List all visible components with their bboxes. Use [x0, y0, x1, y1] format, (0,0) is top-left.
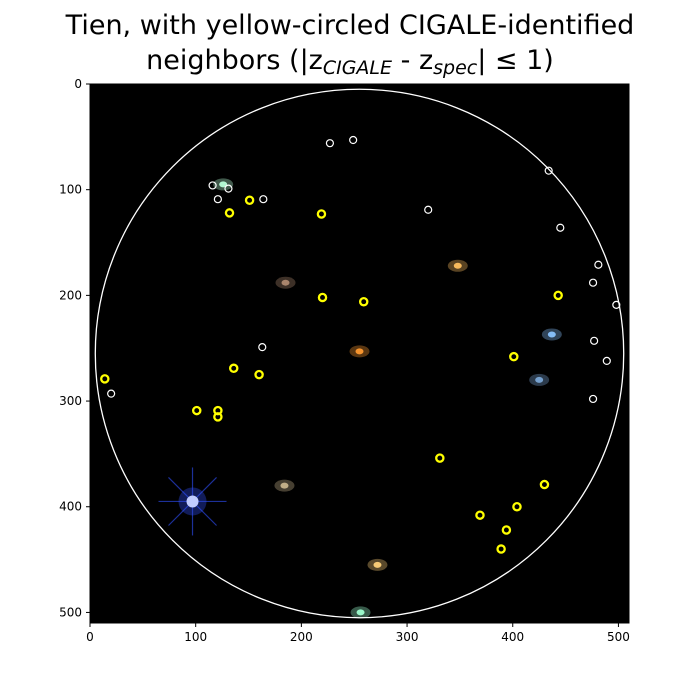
bright-star	[158, 467, 227, 536]
galaxy-source	[529, 373, 550, 386]
yellow-neighbor-marker	[539, 479, 550, 490]
yellow-neighbor-marker	[435, 453, 445, 463]
white-neighbor-marker	[259, 195, 268, 204]
galaxy-core	[281, 279, 290, 286]
galaxy-source	[274, 479, 295, 492]
white-neighbor-marker	[594, 260, 603, 269]
y-tick-label: 200	[59, 288, 82, 302]
white-neighbor-marker	[588, 278, 598, 287]
white-neighbor-marker	[258, 343, 267, 352]
white-neighbor-marker	[224, 184, 233, 193]
plot-title: Tien, with yellow-circled CIGALE-identif…	[0, 8, 700, 86]
y-tick-label: 400	[59, 500, 82, 514]
yellow-neighbor-marker	[475, 510, 485, 520]
title-middle: - z	[392, 45, 434, 76]
yellow-neighbor-marker	[244, 195, 255, 206]
yellow-neighbor-marker	[191, 405, 202, 416]
title-line-2: neighbors (|zCIGALE - zspec| ≤ 1)	[0, 43, 700, 86]
white-neighbor-marker	[556, 223, 565, 232]
galaxy-core	[535, 376, 544, 383]
title-line-2-prefix: neighbors (|z	[146, 45, 323, 76]
title-sub-spec: spec	[433, 57, 478, 79]
x-axis: 0 100 200 300 400 500	[86, 623, 630, 644]
white-neighbor-marker	[424, 205, 433, 214]
star-core	[186, 495, 199, 508]
yellow-neighbor-marker	[213, 412, 223, 422]
x-tick-label: 400	[501, 630, 524, 644]
galaxy-source	[275, 276, 296, 289]
axes-frame	[89, 83, 630, 624]
white-neighbor-marker	[544, 166, 553, 175]
title-sub-cigale: CIGALE	[322, 57, 393, 79]
x-tick-label: 0	[86, 630, 94, 644]
yellow-neighbor-marker	[317, 292, 328, 303]
white-neighbor-marker	[612, 300, 621, 309]
yellow-neighbor-marker	[358, 296, 369, 307]
yellow-neighbor-marker	[496, 544, 506, 554]
white-neighbor-marker	[588, 394, 598, 404]
y-tick-label: 0	[74, 77, 82, 91]
sky-sources	[158, 178, 562, 619]
galaxy-core	[280, 482, 289, 489]
yellow-neighbor-marker	[512, 501, 522, 512]
y-tick-label: 100	[59, 183, 82, 197]
white-neighbor-markers	[107, 135, 621, 404]
galaxy-core	[355, 348, 364, 355]
yellow-neighbor-marker	[100, 374, 110, 384]
y-tick-label: 500	[59, 605, 82, 619]
yellow-neighbor-marker	[254, 369, 264, 380]
white-neighbor-marker	[208, 181, 217, 190]
x-tick-label: 300	[396, 630, 419, 644]
white-neighbor-marker	[349, 135, 358, 145]
galaxy-source	[349, 345, 370, 358]
galaxy-core	[547, 331, 556, 338]
x-tick-label: 500	[607, 630, 630, 644]
yellow-neighbor-marker	[509, 351, 519, 362]
yellow-neighbor-markers	[100, 195, 563, 554]
white-neighbor-marker	[107, 389, 116, 398]
yellow-neighbor-marker	[553, 290, 563, 301]
y-tick-label: 300	[59, 394, 82, 408]
y-axis: 0 100 200 300 400 500	[59, 77, 90, 619]
x-tick-label: 100	[184, 630, 207, 644]
x-tick-label: 200	[290, 630, 313, 644]
white-neighbor-marker	[602, 356, 611, 365]
white-neighbor-marker	[325, 139, 335, 148]
title-line-1: Tien, with yellow-circled CIGALE-identif…	[65, 10, 635, 41]
white-neighbor-marker	[590, 336, 599, 345]
title-suffix: | ≤ 1)	[477, 45, 554, 76]
galaxy-source	[350, 606, 371, 619]
galaxy-core	[373, 561, 382, 568]
galaxy-source	[447, 259, 468, 272]
yellow-neighbor-marker	[316, 209, 327, 219]
yellow-neighbor-marker	[501, 525, 512, 535]
galaxy-core	[356, 609, 365, 616]
yellow-neighbor-marker	[224, 208, 235, 218]
galaxy-core	[219, 181, 228, 188]
galaxy-source	[541, 328, 562, 341]
yellow-neighbor-marker	[228, 363, 239, 374]
white-neighbor-marker	[213, 195, 222, 204]
galaxy-source	[213, 178, 234, 191]
aperture-circle	[94, 88, 625, 619]
galaxy-source	[367, 558, 388, 571]
galaxy-core	[453, 262, 462, 269]
